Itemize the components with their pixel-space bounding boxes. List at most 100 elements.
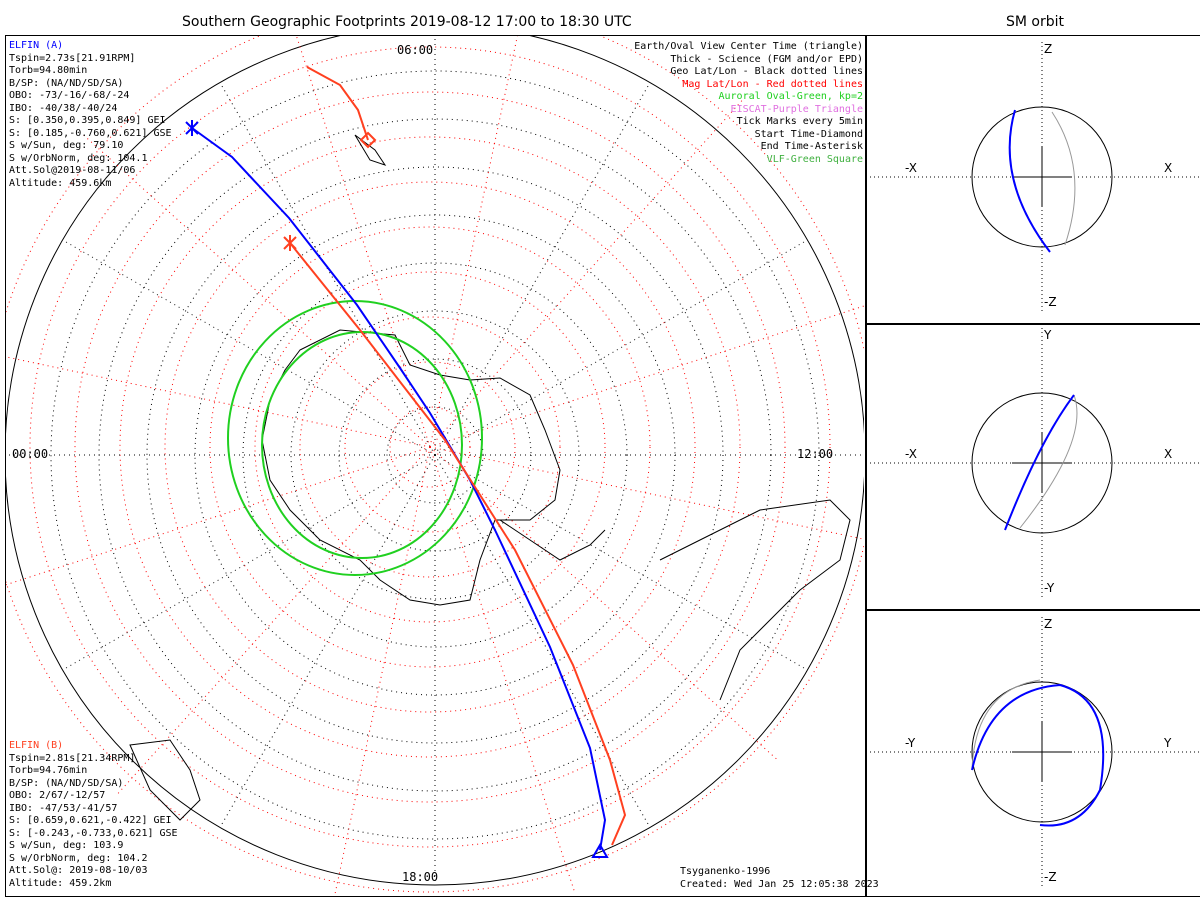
geo-lon-line (62, 239, 436, 456)
new-zealand-coastline (354, 134, 387, 166)
orbit-axis-bottom: -Z (1044, 870, 1057, 884)
hour-label-left: 00:00 (12, 447, 49, 461)
antarctica-coastline (261, 329, 561, 606)
australia-coastline (129, 739, 201, 821)
legend-item: Mag Lat/Lon - Red dotted lines (682, 78, 863, 90)
elfin_a-line: Tspin=2.73s[21.91RPM] (9, 52, 136, 64)
elfin-b-info: ELFIN (B) Tspin=2.81s[21.34RPM] Torb=94.7… (9, 740, 178, 890)
mag-lon-line (429, 97, 745, 448)
mag-lon-line (80, 132, 431, 448)
orbit-title: SM orbit (1006, 14, 1065, 30)
legend: Earth/Oval View Center Time (triangle) Th… (634, 41, 863, 166)
model-label: Tsyganenko-1996 (680, 866, 771, 877)
mag-lon-line (429, 36, 518, 448)
orbit-axis-left: -X (905, 447, 917, 461)
elfin-b-track-2 (289, 242, 627, 846)
earth-circle (971, 681, 1113, 823)
mag-lat-circle (74, 91, 786, 803)
mag-lon-line (429, 446, 864, 540)
elfin-a-name: ELFIN (A) (9, 40, 64, 51)
plot-title: Southern Geographic Footprints 2019-08-1… (182, 14, 632, 30)
mag-lon-line (295, 36, 431, 448)
elfin_b-line: S: [0.659,0.621,-0.422] GEI (9, 815, 172, 826)
legend-item: EISCAT-Purple Triangle (730, 103, 863, 115)
mag-lon-line (6, 356, 431, 448)
elfin_a-line: S w/Sun, deg: 79.10 (9, 140, 124, 151)
orbit-track-b (1051, 111, 1076, 246)
earth-circle (971, 106, 1113, 248)
elfin_a-line: Torb=94.80min (9, 65, 88, 76)
geo-lon-line (62, 454, 436, 671)
elfin_b-line: S w/Sun, deg: 103.9 (9, 840, 124, 851)
mag-lat-circle (164, 181, 696, 713)
orbit-track-a (1004, 394, 1075, 531)
mag-lat-circle (254, 271, 606, 623)
elfin_a-line: IBO: -40/38/-40/24 (9, 102, 118, 114)
orbit-axis-top: Z (1044, 42, 1053, 56)
south-america-coastline (499, 519, 606, 561)
auroral-oval-inner (261, 331, 463, 559)
elfin_b-line: Altitude: 459.2km (9, 877, 112, 889)
geo-lon-line (434, 454, 808, 671)
legend-item: Thick - Science (FGM and/or EPD) (670, 53, 863, 65)
orbit-track-a (971, 683, 1105, 827)
elfin-b-track-1 (306, 66, 369, 141)
mag-lat-circle (299, 316, 561, 578)
elfin_b-line: S: [-0.243,-0.733,0.621] GSE (9, 827, 178, 839)
elfin_a-line: S: [0.185,-0.760,0.621] GSE (9, 127, 172, 139)
mag-lat-circle (29, 46, 831, 848)
orbit-panel-xy (865, 323, 1200, 611)
mag-lon-line (429, 446, 780, 762)
legend-item: Earth/Oval View Center Time (triangle) (634, 41, 863, 52)
mag-lon-line (429, 446, 576, 894)
footprint-plot (5, 35, 867, 897)
orbit-panel-xz (865, 35, 1200, 325)
orbit-track-b (971, 679, 1041, 771)
mag-lon-line (115, 446, 431, 797)
africa-coastline (659, 499, 851, 701)
hour-label-top: 06:00 (397, 43, 434, 57)
elfin_b-line: B/SP: (NA/ND/SD/SA) (9, 777, 124, 789)
elfin_b-line: Torb=94.76min (9, 765, 88, 776)
orbit-track-b (1019, 394, 1078, 529)
orbit-axis-left: -Y (905, 736, 916, 750)
orbit-axis-top: Y (1044, 328, 1052, 342)
elfin_a-line: Att.Sol@2019-08-11/06 (9, 165, 136, 176)
end-asterisk-b (283, 235, 297, 251)
geo-lon-line (219, 454, 436, 828)
orbit-track-a (1008, 109, 1051, 253)
start-diamond-b (359, 131, 377, 149)
orbit-axis-left: -X (905, 161, 917, 175)
mag-lat-circle (344, 361, 516, 533)
orbit-axis-bottom: -Z (1044, 295, 1057, 309)
legend-item: End Time-Asterisk (760, 141, 863, 152)
elfin-a-track (191, 127, 607, 851)
geo-lat-circle (146, 166, 724, 744)
geo-lon-line (434, 454, 651, 828)
mag-lon-line (334, 446, 431, 894)
earth-circle (971, 392, 1113, 534)
mag-lat-circle (389, 406, 471, 488)
geo-lat-circle (386, 406, 484, 504)
orbit-axis-right: X (1164, 161, 1173, 175)
orbit-axis-bottom: -Y (1044, 581, 1055, 595)
mag-lat-circle (119, 136, 741, 758)
hour-label-right: 12:00 (797, 447, 834, 461)
legend-item: Geo Lat/Lon - Black dotted lines (670, 66, 863, 77)
elfin_b-line: S w/OrbNorm, deg: 104.2 (9, 852, 148, 864)
end-asterisk-a (185, 120, 199, 136)
mag-lon-line (429, 305, 864, 448)
legend-item: Start Time-Diamond (754, 128, 863, 140)
elfin_a-line: Altitude: 459.6km (9, 177, 112, 189)
mag-lon-line (6, 446, 431, 586)
created-label: Created: Wed Jan 25 12:05:38 2023 (680, 879, 879, 890)
orbit-axis-right: Y (1164, 736, 1172, 750)
elfin_a-line: S w/OrbNorm, deg: 104.1 (9, 152, 148, 164)
elfin_a-line: S: [0.350,0.395,0.849] GEI (9, 115, 166, 126)
elfin_b-line: IBO: -47/53/-41/57 (9, 802, 118, 814)
geo-lon-line (434, 82, 651, 456)
orbit-panel-yz (865, 609, 1200, 897)
elfin-b-name: ELFIN (B) (9, 740, 64, 751)
geo-lon-line (434, 239, 808, 456)
geo-lat-circle (50, 70, 820, 840)
